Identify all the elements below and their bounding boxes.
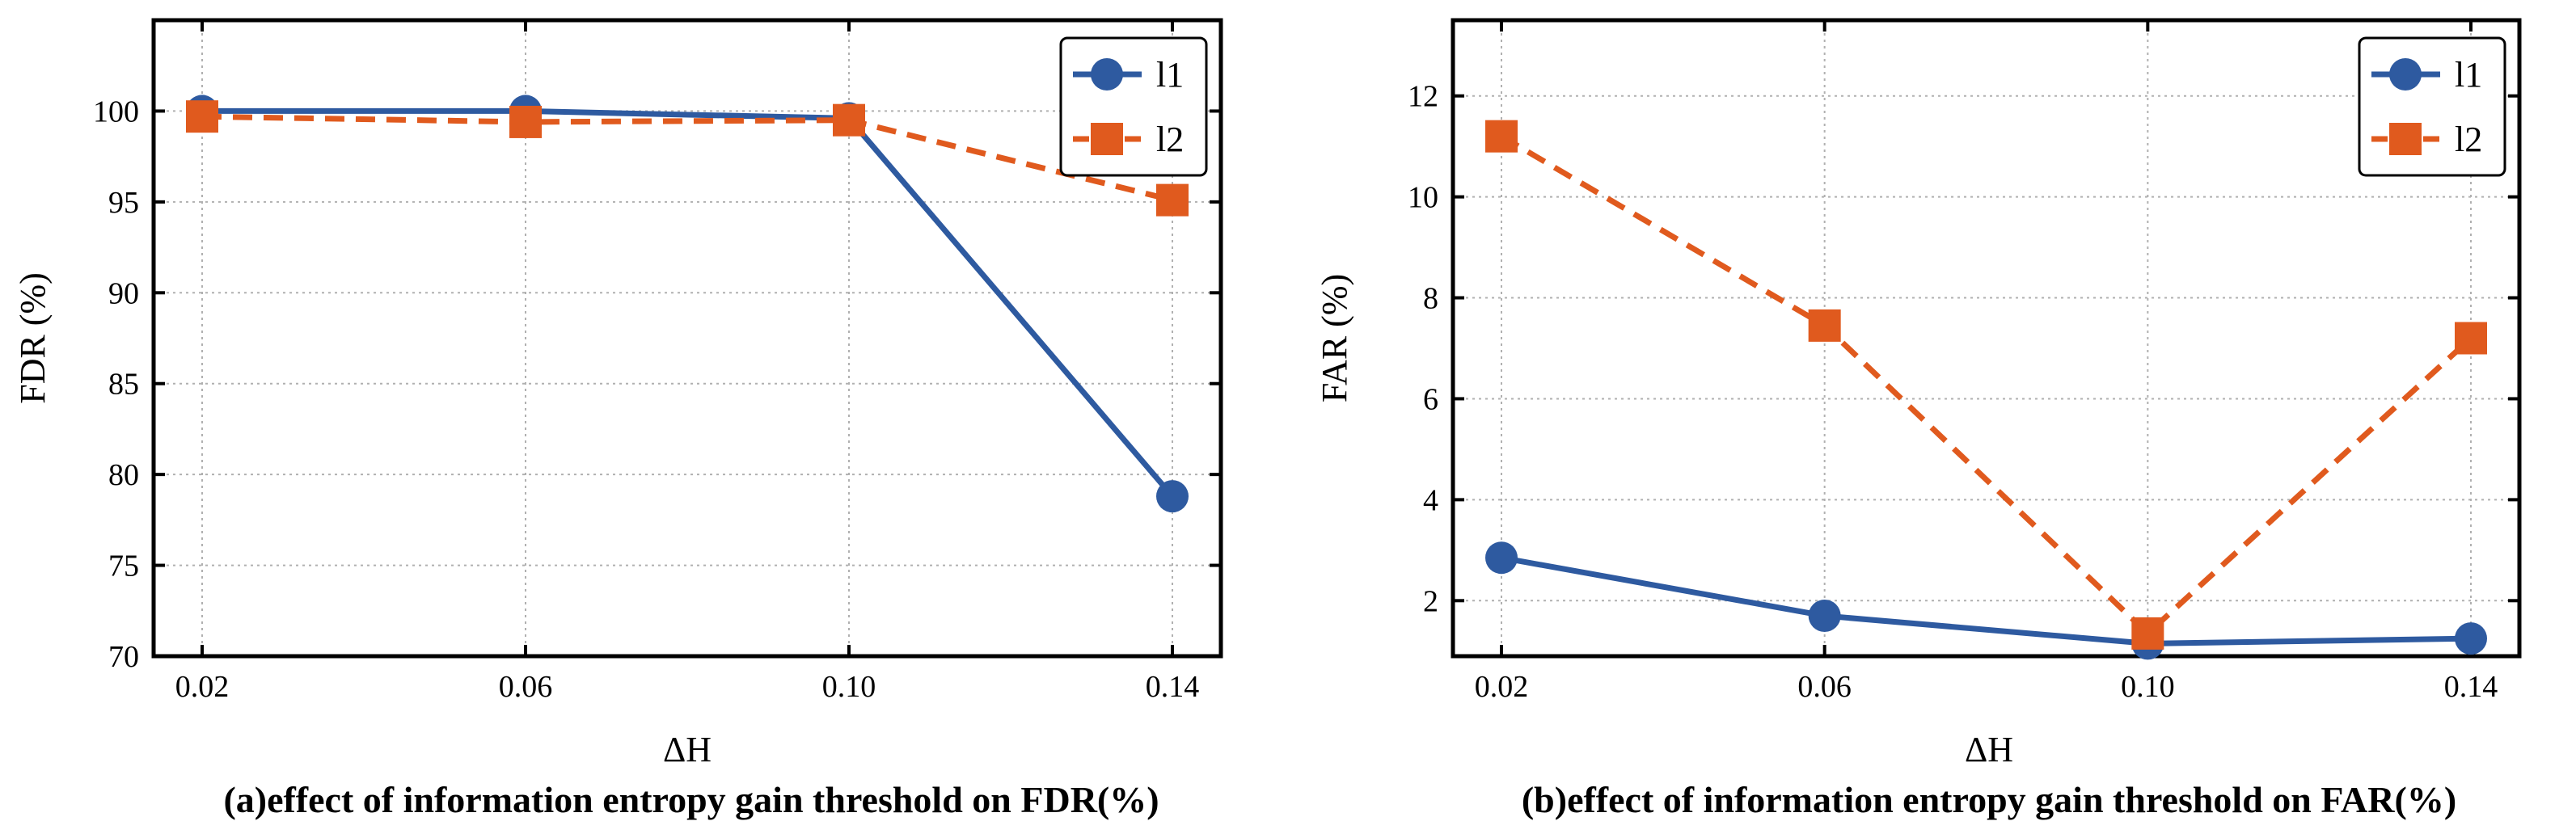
plot-frame xyxy=(1451,18,2522,659)
series-l2 xyxy=(186,100,1189,217)
legend-box xyxy=(1059,36,1208,177)
x-tick-label: 0.02 xyxy=(1475,670,1529,704)
legend: l1 l2 xyxy=(1059,36,1208,177)
y-tick-label: 100 xyxy=(93,95,139,128)
x-axis-label: ΔH xyxy=(663,730,712,769)
series-line-l1 xyxy=(1501,554,2472,646)
data-point-l2 xyxy=(2131,617,2164,650)
legend-label-l1: l1 xyxy=(2455,55,2482,95)
legend-marker-l2 xyxy=(2389,123,2422,155)
y-tick-label: 70 xyxy=(108,640,139,674)
y-tick-label: 90 xyxy=(108,276,139,310)
figure-caption: (a)effect of information entropy gain th… xyxy=(223,779,1159,820)
series-line-l1 xyxy=(202,107,1175,499)
x-tick-label: 0.10 xyxy=(2121,670,2175,704)
series-l1 xyxy=(186,95,1189,513)
data-point-l1 xyxy=(1156,480,1189,513)
data-point-l2 xyxy=(1156,183,1189,217)
data-point-l2 xyxy=(2455,322,2487,355)
y-tick-label: 80 xyxy=(108,458,139,492)
data-point-l2 xyxy=(509,105,542,138)
data-point-l1 xyxy=(1808,600,1841,633)
plot-frame xyxy=(151,18,1223,659)
series-l2 xyxy=(1485,120,2487,650)
figure-caption: (b)effect of information entropy gain th… xyxy=(1522,779,2456,820)
data-point-l2 xyxy=(1485,120,1518,153)
legend-label-l2: l2 xyxy=(2455,120,2482,159)
y-tick-label: 6 xyxy=(1423,382,1438,416)
data-point-l1 xyxy=(2455,622,2487,655)
ticks xyxy=(154,20,1221,658)
chart-panel-1: 0.02 0.06 0.10 0.14 70 75 80 85 90 95 100 ΔH FDR (%)… xyxy=(13,18,1223,820)
y-tick-label: 10 xyxy=(1408,181,1438,215)
series-line-l2 xyxy=(201,113,1173,204)
y-tick-label: 95 xyxy=(108,186,139,220)
x-tick-label: 0.06 xyxy=(499,670,553,704)
chart-panel-2: 0.02 0.06 0.10 0.14 2 4 6 8 10 12 ΔH FAR (%) (b)effe… xyxy=(1315,18,2522,820)
y-tick-label: 8 xyxy=(1423,282,1438,316)
legend-marker-l1 xyxy=(2389,58,2422,91)
y-axis-label: FDR (%) xyxy=(13,272,53,404)
x-tick-label: 0.02 xyxy=(175,670,230,704)
legend-marker-l2 xyxy=(1091,123,1123,155)
x-tick-label: 0.14 xyxy=(1146,670,1200,704)
data-point-l2 xyxy=(1808,309,1841,342)
data-point-l2 xyxy=(833,103,865,137)
y-tick-label: 4 xyxy=(1423,483,1438,517)
legend-marker-l1 xyxy=(1091,58,1123,91)
x-tick-label: 0.10 xyxy=(822,670,876,704)
y-tick-label: 2 xyxy=(1423,584,1438,618)
x-tick-label: 0.06 xyxy=(1797,670,1852,704)
legend-box xyxy=(2358,36,2506,177)
legend: l1 l2 xyxy=(2358,36,2506,177)
gridlines xyxy=(154,20,1221,657)
legend-label-l2: l2 xyxy=(1156,120,1184,159)
y-tick-label: 75 xyxy=(108,550,139,583)
series-line-l2 xyxy=(1500,133,2473,637)
y-tick-label: 12 xyxy=(1408,80,1438,114)
x-axis-label: ΔH xyxy=(1965,730,2013,769)
legend-label-l1: l1 xyxy=(1156,55,1184,95)
x-tick-label: 0.14 xyxy=(2444,670,2498,704)
y-tick-label: 85 xyxy=(108,368,139,402)
data-point-l1 xyxy=(1485,541,1518,575)
y-axis-label: FAR (%) xyxy=(1315,274,1354,402)
data-point-l2 xyxy=(186,100,218,133)
